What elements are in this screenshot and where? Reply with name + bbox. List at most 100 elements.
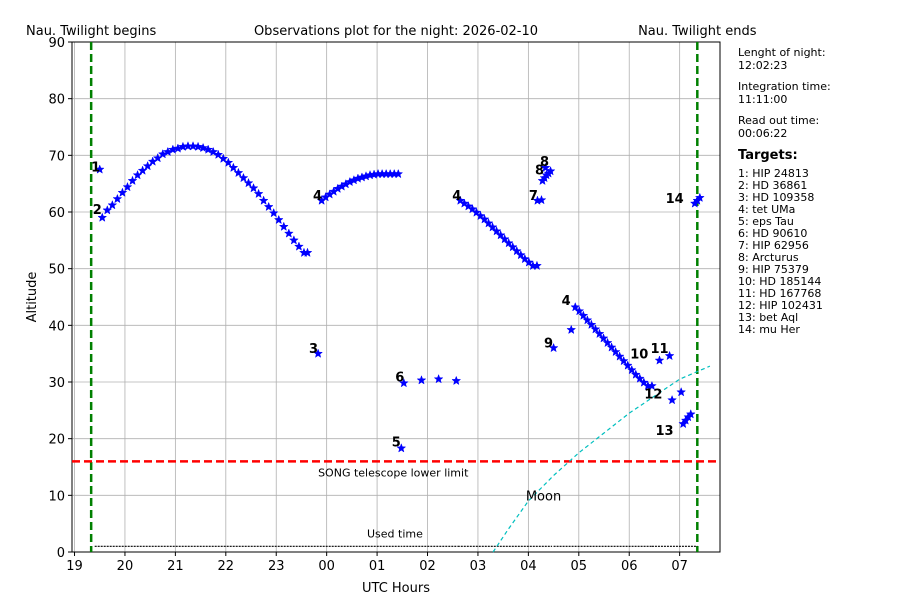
data-point-star: [694, 192, 705, 203]
x-tick-label: 06: [621, 559, 638, 574]
data-point-star: [566, 324, 577, 335]
integration-time-label: Integration time:: [738, 80, 831, 93]
readout-time-label: Read out time:: [738, 114, 820, 127]
data-point-star: [531, 260, 542, 271]
data-point-star: [491, 226, 502, 236]
night-length-label: Lenght of night:: [738, 46, 826, 59]
used-time-label: Used time: [367, 527, 423, 540]
data-point-star: [263, 201, 274, 212]
data-point-star: [102, 205, 113, 215]
data-point-star: [630, 369, 641, 379]
data-point-star: [495, 230, 506, 240]
target-number-label: 2: [93, 203, 102, 218]
data-point-star: [582, 315, 593, 325]
data-point-star: [268, 207, 279, 218]
x-axis-label: UTC Hours: [362, 581, 430, 596]
data-point-star: [393, 168, 404, 179]
data-point-star: [273, 214, 284, 225]
data-point-star: [646, 380, 657, 391]
target-number-label: 1: [91, 161, 100, 176]
y-axis-label: Altitude: [25, 272, 40, 323]
data-point-star: [654, 355, 665, 365]
data-point-star: [548, 342, 559, 353]
data-point-star: [614, 351, 625, 361]
data-point-star: [479, 214, 490, 224]
y-tick-label: 80: [48, 93, 65, 108]
target-number-label: 4: [562, 294, 571, 309]
data-point-star: [127, 175, 138, 186]
data-point-star: [626, 364, 637, 375]
x-tick-label: 04: [520, 559, 537, 574]
x-tick-label: 21: [167, 559, 184, 574]
data-point-star: [302, 247, 313, 258]
target-item: 10: HD 185144: [738, 275, 822, 288]
data-point-star: [223, 157, 234, 167]
x-tick-label: 07: [671, 559, 688, 574]
target-number-label: 3: [309, 342, 318, 357]
integration-time-value: 11:11:00: [738, 93, 788, 106]
x-tick-label: 19: [66, 559, 83, 574]
x-tick-label: 00: [318, 559, 335, 574]
data-point-star: [618, 355, 629, 366]
data-point-star: [602, 337, 613, 348]
data-point-star: [233, 167, 244, 178]
data-point-star: [122, 181, 133, 192]
data-point-star: [433, 373, 444, 384]
x-tick-label: 03: [470, 559, 487, 574]
data-point-star: [507, 241, 518, 252]
target-item: 2: HD 36861: [738, 179, 808, 192]
target-item: 12: HIP 102431: [738, 299, 823, 312]
target-item: 9: HIP 75379: [738, 263, 809, 276]
data-point-star: [610, 346, 621, 357]
x-tick-label: 01: [369, 559, 386, 574]
data-point-star: [293, 241, 304, 251]
data-point-star: [622, 360, 633, 370]
y-tick-label: 10: [48, 489, 65, 504]
data-point-star: [107, 199, 118, 210]
x-tick-label: 05: [571, 559, 588, 574]
target-number-label: 8: [535, 164, 544, 179]
data-point-star: [278, 221, 289, 231]
data-point-star: [511, 245, 522, 256]
data-point-star: [203, 144, 214, 154]
data-point-star: [97, 212, 108, 222]
data-point-star: [198, 142, 209, 153]
data-point-star: [594, 328, 605, 339]
target-number-label: 9: [544, 336, 553, 351]
data-point-star: [598, 333, 609, 343]
x-tick-label: 22: [218, 559, 235, 574]
twilight-begin-label: Nau. Twilight begins: [26, 24, 157, 39]
target-number-label: 5: [392, 436, 401, 451]
data-point-star: [208, 146, 219, 157]
data-point-star: [188, 141, 198, 151]
targets-list: 1: HIP 24813 2: HD 36861 3: HD 109358 4: te…: [738, 168, 898, 336]
target-item: 3: HD 109358: [738, 191, 815, 204]
target-number-label: 4: [313, 189, 322, 204]
target-number-label: 6: [395, 370, 404, 385]
target-number-label: 4: [452, 189, 461, 204]
data-point-star: [253, 188, 264, 199]
target-item: 8: Arcturus: [738, 251, 799, 264]
target-number-label: 7: [529, 189, 538, 204]
target-item: 14: mu Her: [738, 323, 800, 336]
y-tick-label: 0: [57, 546, 65, 561]
x-tick-label: 20: [117, 559, 134, 574]
data-point-star: [313, 348, 324, 358]
data-point-star: [536, 194, 547, 205]
data-point-star: [676, 386, 687, 397]
data-point-star: [398, 377, 409, 388]
readout-time-block: Read out time: 00:06:22: [738, 114, 898, 140]
data-point-star: [248, 182, 259, 193]
y-tick-label: 70: [48, 149, 65, 164]
x-tick-label: 23: [268, 559, 285, 574]
data-point-star: [499, 233, 510, 244]
target-item: 6: HD 90610: [738, 227, 808, 240]
readout-time-value: 00:06:22: [738, 127, 788, 140]
y-tick-label: 40: [48, 319, 65, 334]
data-point-star: [117, 187, 128, 197]
moon-curve: [492, 365, 711, 553]
data-point-star: [503, 237, 514, 248]
data-point-star: [515, 249, 526, 260]
target-item: 1: HIP 24813: [738, 167, 809, 180]
